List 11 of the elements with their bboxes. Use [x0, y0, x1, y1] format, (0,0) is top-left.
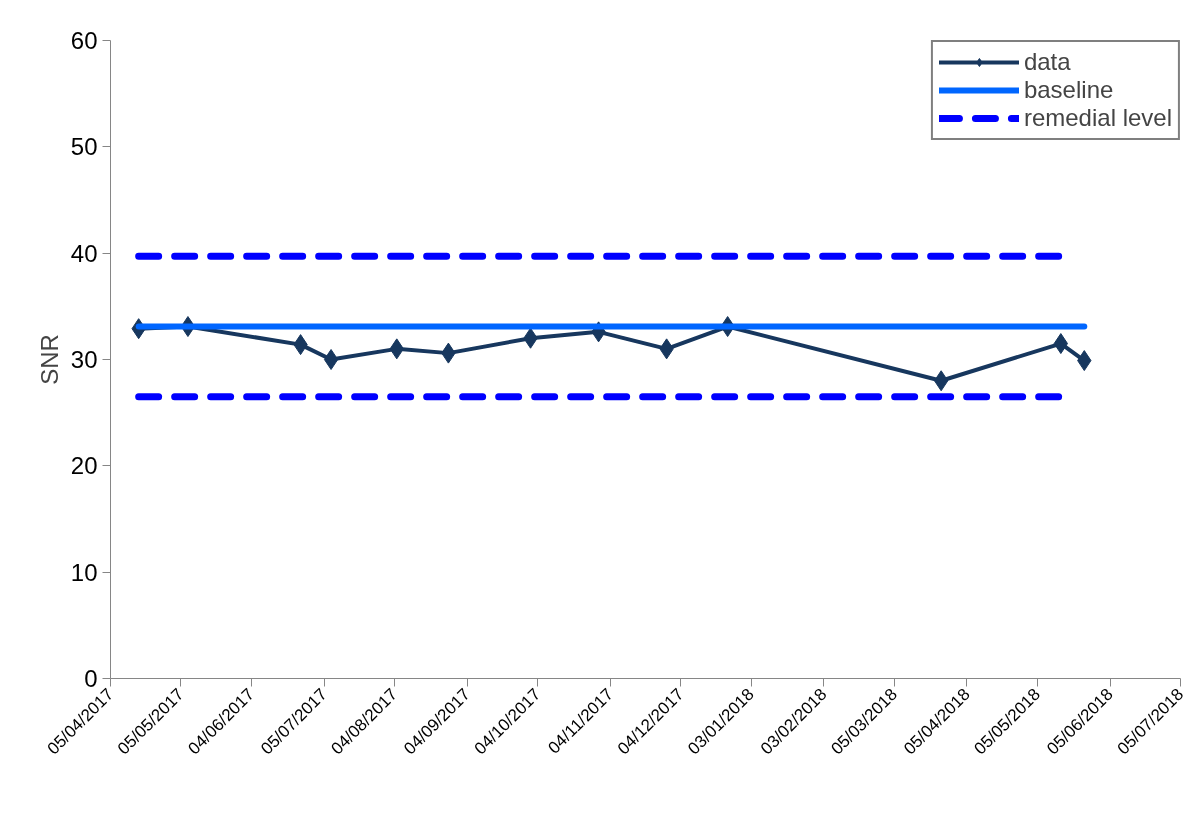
y-tick-label: 20	[70, 452, 98, 480]
legend-label: data	[1023, 48, 1071, 76]
legend-label: remedial level	[1023, 104, 1172, 132]
y-axis-title: SNR	[35, 334, 63, 385]
y-tick-label: 10	[70, 558, 98, 586]
legend-label: baseline	[1023, 76, 1114, 104]
y-tick-label: 40	[70, 239, 98, 267]
y-tick-label: 0	[84, 665, 98, 692]
y-tick-label: 50	[70, 133, 98, 161]
y-tick-label: 30	[70, 346, 98, 373]
y-tick-label: 60	[70, 27, 98, 54]
